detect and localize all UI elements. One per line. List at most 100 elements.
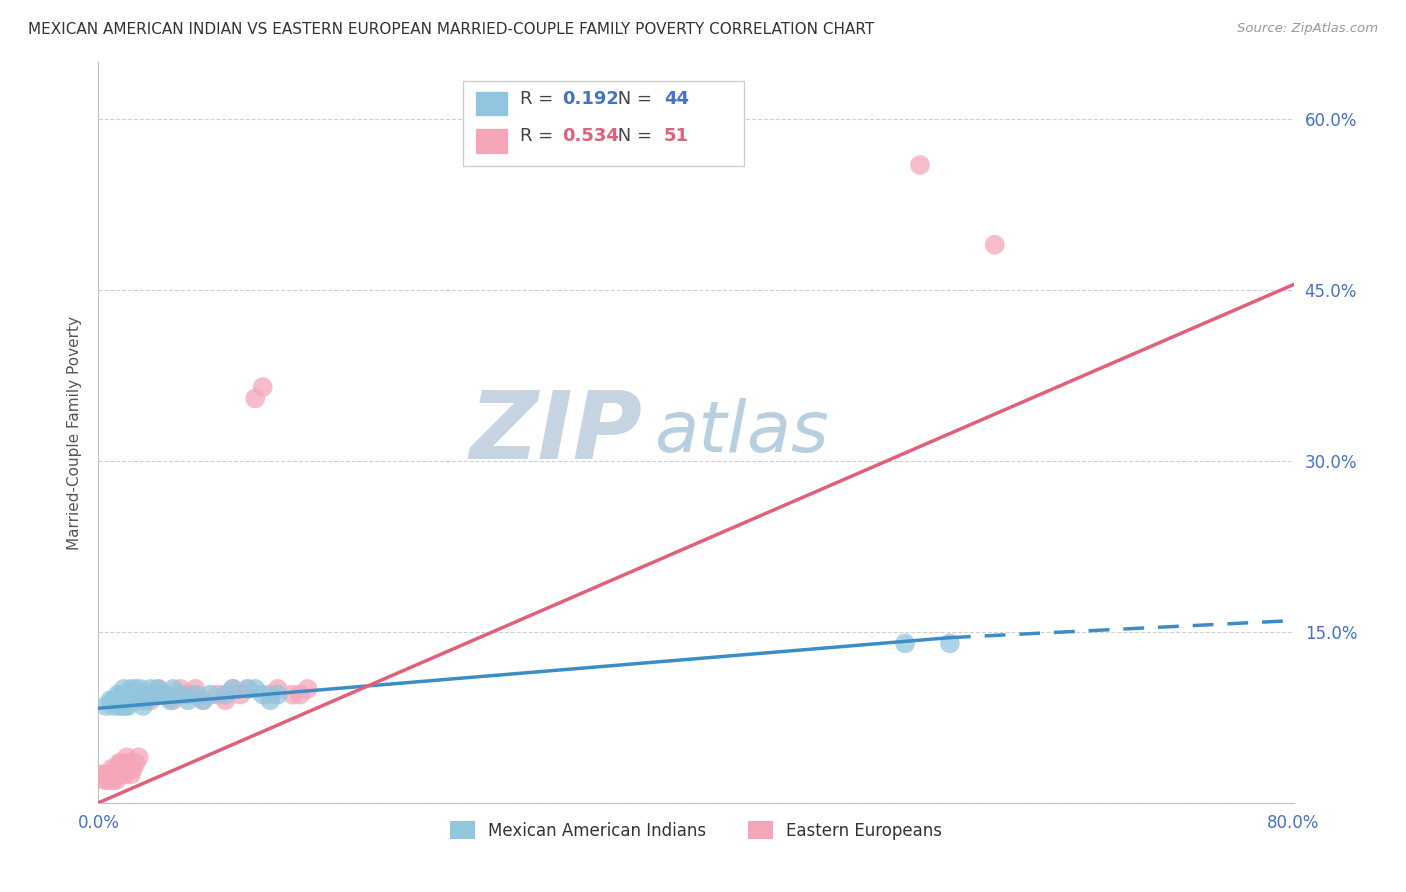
Text: 51: 51 [664,128,689,145]
Point [252,380,274,394]
Point [169,688,191,702]
Point [105,772,128,787]
Point [108,756,131,770]
Point [894,636,917,650]
Point [111,767,134,781]
Text: atlas: atlas [654,398,828,467]
Point [245,392,267,406]
Point [155,688,177,702]
Point [162,693,184,707]
Point [288,688,311,702]
Text: N =: N = [613,90,658,109]
Point [984,237,1007,252]
Point [148,688,170,702]
Point [155,688,177,702]
Point [129,681,152,696]
Point [236,681,259,696]
Point [103,772,125,787]
Point [214,693,236,707]
Point [169,681,191,696]
Point [110,688,132,702]
Point [117,756,139,770]
Point [184,681,207,696]
Point [103,767,125,781]
Point [94,767,117,781]
Point [259,688,281,702]
Point [114,698,136,713]
Point [162,681,184,696]
Point [104,767,127,781]
Point [110,767,132,781]
Text: R =: R = [520,90,560,109]
Point [236,681,259,696]
Point [159,693,181,707]
Point [112,762,135,776]
Point [94,698,117,713]
Point [132,698,155,713]
Point [103,693,125,707]
Point [222,681,245,696]
Point [148,681,170,696]
Point [939,636,962,650]
Point [184,688,207,702]
Text: R =: R = [520,128,560,145]
Y-axis label: Married-Couple Family Poverty: Married-Couple Family Poverty [67,316,83,549]
Point [98,693,122,707]
Point [139,693,162,707]
Point [96,772,118,787]
Text: N =: N = [613,128,658,145]
Point [125,756,148,770]
Point [107,688,129,702]
Point [191,693,214,707]
Text: ZIP: ZIP [470,386,643,479]
Point [115,750,138,764]
Text: 0.534: 0.534 [562,128,619,145]
FancyBboxPatch shape [463,81,744,166]
Point [150,688,173,702]
FancyBboxPatch shape [475,91,509,117]
Point [281,688,304,702]
Point [177,688,200,702]
Point [110,693,132,707]
Point [117,698,139,713]
Point [136,688,159,702]
Point [105,762,128,776]
Point [103,698,125,713]
Legend: Mexican American Indians, Eastern Europeans: Mexican American Indians, Eastern Europe… [443,814,949,847]
Point [245,681,267,696]
Point [101,762,124,776]
Point [148,681,170,696]
Point [134,693,156,707]
Text: Source: ZipAtlas.com: Source: ZipAtlas.com [1237,22,1378,36]
Point [120,681,142,696]
FancyBboxPatch shape [475,128,509,153]
Point [128,750,150,764]
Point [297,681,319,696]
Point [120,767,142,781]
Point [121,762,143,776]
Point [110,756,132,770]
Text: 0.192: 0.192 [562,90,619,109]
Point [90,767,112,781]
Point [252,688,274,702]
Point [118,688,141,702]
Point [259,693,281,707]
Point [191,693,214,707]
Point [229,688,252,702]
Point [108,698,131,713]
Point [267,681,290,696]
Point [132,693,155,707]
Point [125,681,148,696]
Text: 44: 44 [664,90,689,109]
Point [121,693,143,707]
Point [214,688,236,702]
Point [112,681,135,696]
Point [98,772,122,787]
Point [200,688,222,702]
Point [105,693,128,707]
Text: MEXICAN AMERICAN INDIAN VS EASTERN EUROPEAN MARRIED-COUPLE FAMILY POVERTY CORREL: MEXICAN AMERICAN INDIAN VS EASTERN EUROP… [28,22,875,37]
Point [177,693,200,707]
Point [115,688,138,702]
Point [97,767,120,781]
Point [128,688,150,702]
